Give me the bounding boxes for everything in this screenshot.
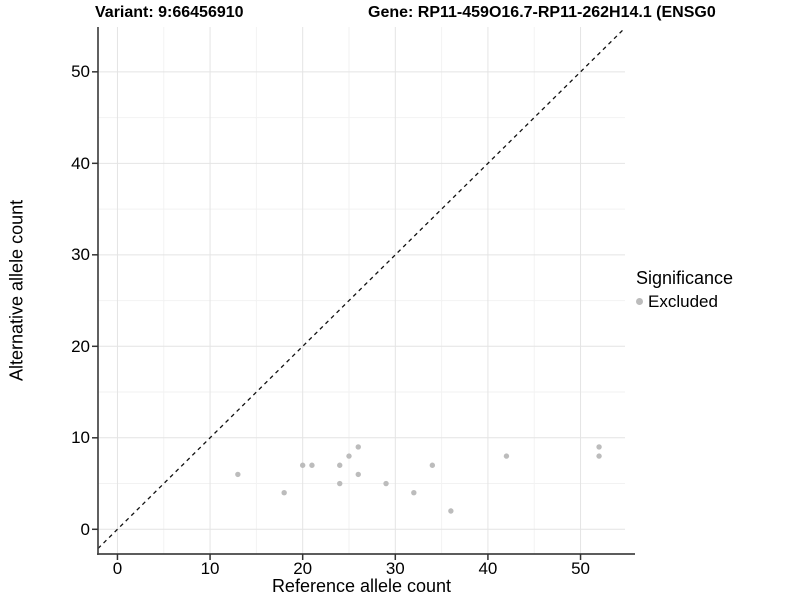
legend-item-label: Excluded [648,292,718,311]
variant-title: Variant: 9:66456910 [95,4,244,21]
data-point [596,444,602,450]
x-tick-label: 40 [478,559,498,578]
data-point [281,489,287,496]
data-point [299,462,306,468]
y-tick-label: 10 [71,428,90,448]
y-tick-label: 20 [71,336,90,356]
data-point [337,480,343,487]
data-point [235,471,241,478]
data-point [429,462,436,468]
y-axis-title: Alternative allele count [6,199,27,382]
data-point [355,444,361,450]
excluded-point-icon [636,298,643,305]
data-point [383,480,389,487]
x-axis-title: Reference allele count [271,576,452,596]
y-tick-label: 0 [80,519,90,539]
x-tick-label: 50 [571,559,590,578]
data-point [355,471,361,478]
y-tick-label: 50 [71,62,90,82]
data-point [411,489,417,496]
legend-title: Significance [636,268,734,288]
gene-title: Gene: RP11-459O16.7-RP11-262H14.1 (ENSG0 [368,4,716,21]
data-point [346,453,352,459]
x-tick-label: 10 [200,559,220,578]
x-tick-label: 20 [293,559,313,578]
identity-dashed-line [97,27,626,549]
data-point [503,453,510,459]
data-point [337,462,343,468]
legend-item-excluded: Excluded [636,291,733,312]
data-point [596,453,602,459]
y-tick-label: 30 [71,245,90,265]
x-tick-label: 0 [112,559,123,578]
legend: Significance Excluded [636,267,733,312]
y-tick-label: 40 [71,153,90,173]
plot-panel [92,27,635,560]
x-tick-label: 30 [385,559,405,578]
data-point [309,462,315,468]
data-point [448,508,454,514]
